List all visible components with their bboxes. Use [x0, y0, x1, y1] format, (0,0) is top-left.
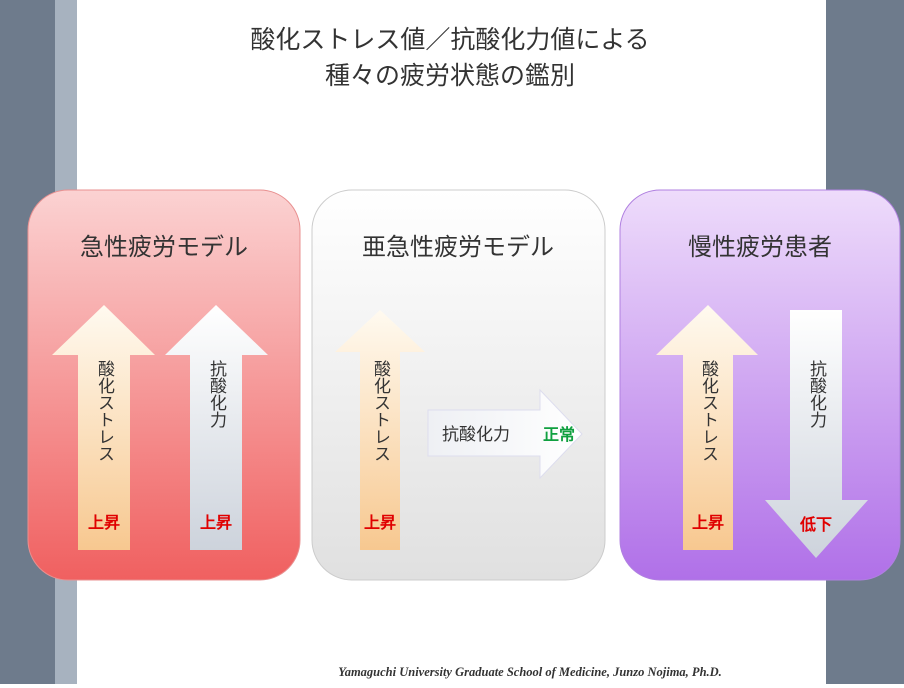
arrow-label: 酸化ストレス [94, 360, 115, 462]
panel-title: 急性疲労モデル [80, 233, 248, 261]
panel-title: 慢性疲労患者 [688, 233, 832, 261]
arrow-status: 上昇 [692, 513, 724, 532]
title-line: 酸化ストレス値／抗酸化力値による [250, 25, 649, 54]
arrow-label: 抗酸化力 [442, 425, 510, 445]
up-arrow [165, 305, 268, 550]
arrow-label: 酸化ストレス [698, 360, 719, 462]
panel-title: 亜急性疲労モデル [362, 233, 554, 261]
arrow-label: 抗酸化力 [206, 360, 227, 428]
up-arrow [335, 310, 425, 550]
arrow-label: 抗酸化力 [806, 360, 827, 428]
down-arrow [765, 310, 868, 558]
arrow-status: 正常 [543, 425, 575, 444]
right-arrow [427, 388, 583, 480]
arrow-status: 上昇 [200, 513, 232, 532]
footer: Yamaguchi University Graduate School of … [338, 665, 722, 679]
arrow-status: 上昇 [88, 513, 120, 532]
arrow-status: 低下 [799, 515, 832, 534]
arrow-label: 酸化ストレス [370, 360, 391, 462]
title-line: 種々の疲労状態の鑑別 [325, 61, 575, 90]
up-arrow [656, 305, 758, 550]
arrow-status: 上昇 [364, 513, 396, 532]
up-arrow [52, 305, 155, 550]
